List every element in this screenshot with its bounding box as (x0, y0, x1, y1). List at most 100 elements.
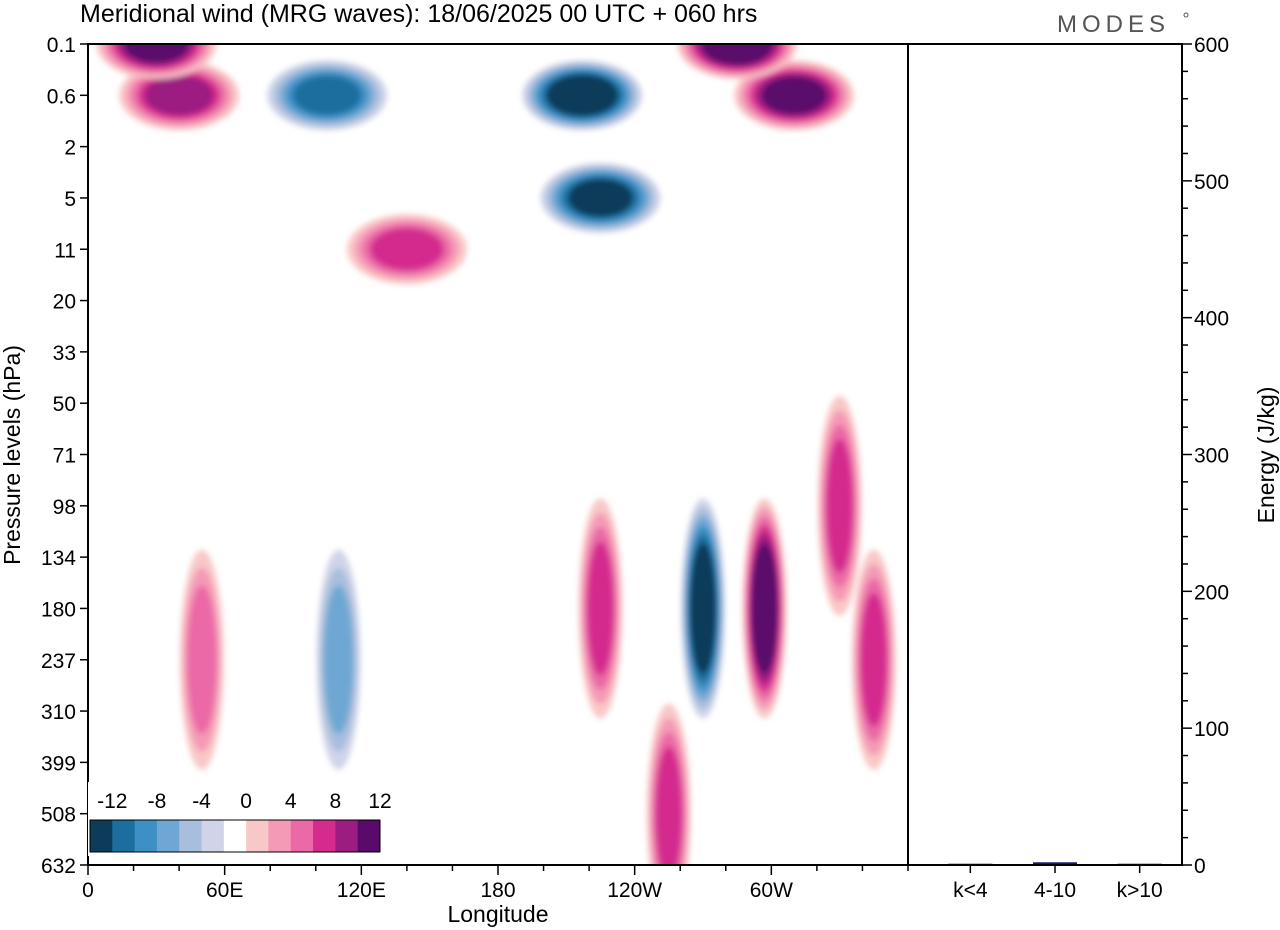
heatmap-plot (88, 44, 908, 865)
pressure-tick-label: 11 (54, 239, 76, 262)
contour-level (655, 746, 683, 865)
wavenumber-axis: k<4 4-10 k>10 (953, 865, 1163, 902)
contour-level (568, 179, 633, 217)
wind-anomaly-core (734, 60, 855, 131)
x-axis-label: Longitude (447, 901, 548, 927)
energy-tick-label: 600 (1194, 34, 1229, 57)
pressure-tick-label: 180 (41, 598, 76, 621)
wavenumber-label: k>10 (1117, 879, 1163, 902)
wind-anomaly-core (267, 60, 388, 131)
wavenumber-label: k<4 (953, 879, 988, 902)
modes-logo: MODES (1057, 11, 1170, 38)
contour-level (691, 552, 715, 665)
energy-tick-label: 300 (1194, 445, 1229, 468)
colorbar-swatch (268, 820, 292, 852)
wind-anomaly-core (179, 549, 224, 770)
colorbar-swatch (246, 820, 269, 852)
energy-tick-label: 500 (1194, 171, 1229, 194)
pressure-tick-label: 134 (41, 547, 76, 570)
contour-level (293, 75, 362, 116)
pressure-axis: 0.1 0.6 2 5 11 20 33 50 71 98 134 180 237 310 399 508 63… (41, 34, 88, 878)
pressure-tick-label: 0.6 (47, 85, 76, 108)
wind-anomaly-core (742, 498, 787, 719)
contour-level (551, 77, 613, 114)
energy-axis-label: Energy (J/kg) (1253, 387, 1279, 524)
energy-bar (1033, 862, 1077, 865)
colorbar-swatch (134, 820, 158, 852)
contour-level (753, 552, 776, 665)
wind-anomaly-core (681, 498, 725, 719)
contour-level (706, 44, 768, 62)
pressure-tick-label: 237 (41, 650, 76, 673)
chart-title: Meridional wind (MRG waves): 18/06/2025 … (80, 0, 757, 28)
longitude-tick-label: 60E (206, 879, 243, 902)
colorbar-label: -4 (192, 790, 211, 813)
colorbar-swatch (112, 820, 136, 852)
colorbar-label: -12 (97, 790, 127, 813)
pressure-tick-label: 5 (64, 188, 76, 211)
colorbar-label: 4 (285, 790, 297, 813)
energy-tick-label: 200 (1194, 581, 1229, 604)
contour-level (124, 44, 189, 63)
y-axis-label: Pressure levels (hPa) (0, 345, 25, 565)
pressure-tick-label: 310 (41, 701, 76, 724)
colorbar-swatch (201, 820, 225, 852)
colorbar-frame (89, 819, 381, 853)
contour-level (860, 592, 888, 727)
contour-level (186, 585, 217, 735)
longitude-tick-label: 0 (82, 879, 94, 902)
colorbar-swatch (313, 820, 336, 852)
contour-level (762, 76, 827, 115)
colorbar-swatch (357, 820, 381, 852)
pressure-tick-label: 98 (53, 496, 76, 519)
contour-level (826, 438, 854, 573)
colorbar-swatch (335, 820, 359, 852)
longitude-tick-label: 180 (480, 879, 515, 902)
colorbar: -12 -8 -4 0 4 8 12 (88, 782, 392, 856)
contour-level (370, 227, 444, 271)
wind-anomaly-core (316, 549, 361, 770)
contour-level (587, 541, 614, 676)
colorbar-label: 0 (240, 790, 252, 813)
pressure-tick-label: 2 (64, 137, 76, 160)
contour-level (323, 585, 354, 735)
longitude-tick-label: 60W (750, 879, 793, 902)
pressure-tick-label: 71 (53, 445, 76, 468)
colorbar-swatch (90, 820, 113, 852)
energy-tick-label: 100 (1194, 718, 1229, 741)
colorbar-swatch (179, 820, 203, 852)
energy-tick-label: 0 (1194, 855, 1206, 878)
longitude-tick-label: 120W (607, 879, 662, 902)
wind-anomaly-core (851, 549, 896, 770)
pressure-tick-label: 0.1 (47, 34, 76, 57)
wind-anomaly-core (346, 214, 467, 285)
colorbar-swatch (156, 820, 180, 852)
wind-anomaly-core (646, 703, 691, 865)
colorbar-swatch (290, 820, 314, 852)
colorbar-label: -8 (148, 790, 167, 813)
energy-tick-label: 400 (1194, 308, 1229, 331)
wind-anomaly-core (522, 60, 643, 131)
colorbar-label: 12 (368, 790, 391, 813)
wind-anomaly-core (677, 44, 798, 79)
pressure-tick-label: 33 (53, 342, 76, 365)
pressure-tick-label: 508 (41, 804, 76, 827)
pressure-tick-label: 632 (41, 855, 76, 878)
longitude-tick-label: 120E (337, 879, 386, 902)
pressure-tick-label: 20 (53, 291, 76, 314)
colorbar-label: 8 (330, 790, 342, 813)
longitude-axis: 0 60E 120E 180 120W 60W (82, 865, 909, 902)
wind-anomaly-core (96, 44, 217, 79)
pressure-tick-label: 50 (53, 393, 76, 416)
wavenumber-label: 4-10 (1034, 879, 1076, 902)
colorbar-swatch (223, 820, 247, 852)
wind-anomaly-core (578, 498, 623, 719)
logo-mark (1183, 12, 1189, 18)
energy-axis: 0 100 200 300 400 500 600 (1182, 34, 1229, 878)
contour-level (145, 75, 214, 116)
pressure-tick-label: 399 (41, 752, 76, 775)
energy-bar-panel (907, 43, 1183, 866)
wind-anomaly-core (817, 395, 862, 616)
wind-anomaly-core (540, 162, 661, 233)
